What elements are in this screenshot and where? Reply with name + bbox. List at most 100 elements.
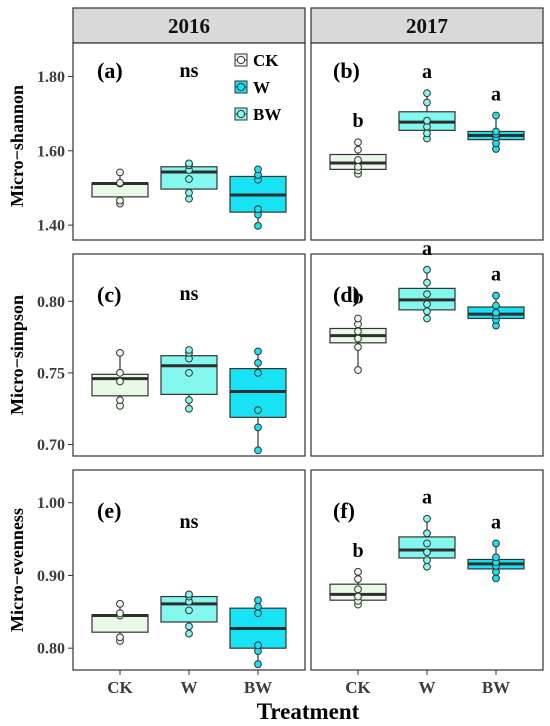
data-point-w — [423, 539, 431, 548]
data-point-ck — [354, 162, 362, 171]
data-point-bw — [254, 205, 262, 214]
sig-label-bw: a — [491, 511, 501, 533]
data-point-bw — [492, 301, 500, 310]
data-point-w — [423, 307, 431, 316]
data-point-ck — [116, 396, 124, 405]
panel-a: (a) ns CK W — [72, 42, 306, 241]
sig-label-bw: a — [491, 264, 501, 286]
data-point-w — [423, 89, 431, 98]
data-point-w — [185, 175, 193, 183]
sig-label-ck: b — [352, 286, 363, 308]
panel-letter-a: (a) — [97, 58, 123, 83]
legend: CK W BW — [234, 51, 281, 124]
sig-label-w: a — [422, 487, 432, 509]
x-tick-label-bw: BW — [482, 678, 510, 697]
data-point-ck — [354, 314, 362, 323]
panel-letter-c: (c) — [97, 282, 121, 307]
data-point-ck — [116, 369, 124, 377]
data-point-w — [423, 290, 431, 299]
data-point-w — [185, 404, 193, 413]
data-point-w — [423, 556, 431, 565]
sig-label-ck: b — [352, 540, 363, 562]
data-point-bw — [492, 553, 500, 562]
sig-label-ck: b — [352, 110, 363, 132]
data-point-ck — [354, 327, 362, 336]
data-point-ck — [354, 592, 362, 601]
x-ticks: CK W BW CK W BW — [107, 670, 510, 697]
x-axis-title: Treatment — [257, 699, 360, 724]
facet-strip-2017: 2017 — [310, 7, 544, 44]
data-point-bw — [254, 423, 262, 432]
data-point-w — [423, 265, 431, 274]
data-point-w — [185, 629, 193, 638]
y-tick-label: 0.75 — [37, 365, 65, 382]
data-point-ck — [116, 633, 124, 642]
panel-letter-d: (d) — [333, 282, 360, 307]
panel-letter-e: (e) — [97, 498, 121, 523]
y-tick-label: 0.80 — [37, 641, 65, 658]
ns-label-a: ns — [180, 60, 199, 82]
legend-item-bw: BW — [234, 105, 281, 124]
y-ticks-evenness: 0.80 0.90 1.00 — [37, 495, 73, 658]
data-point-ck — [354, 585, 362, 594]
strip-label-2016: 2016 — [168, 14, 210, 38]
data-point-bw — [492, 539, 500, 548]
data-point-w — [423, 129, 431, 138]
x-tick-label-ck: CK — [345, 678, 371, 697]
data-point-w — [185, 188, 193, 197]
data-point-bw — [254, 609, 262, 618]
x-tick-label-ck: CK — [107, 678, 133, 697]
data-point-bw — [254, 641, 262, 650]
data-point-w — [423, 514, 431, 523]
data-point-bw — [254, 446, 262, 455]
panel-c: (c) ns — [72, 253, 306, 457]
data-point-ck — [354, 575, 362, 583]
y-ticks-shannon: 1.40 1.60 1.80 — [37, 69, 73, 235]
data-point-bw — [254, 358, 262, 367]
data-point-w — [423, 116, 431, 125]
x-axis: CK W BW CK W BW Treatment — [107, 670, 510, 724]
panel-letter-b: (b) — [333, 58, 360, 83]
y-axis-label-simpson: Micro−simpson — [7, 295, 27, 415]
data-point-ck — [354, 156, 362, 164]
data-point-bw — [492, 127, 500, 136]
data-point-bw — [254, 660, 262, 669]
legend-label-w: W — [253, 78, 270, 97]
x-tick-label-w: W — [181, 678, 198, 697]
row-shannon: Micro−shannon 1.40 1.60 1.80 (a) ns CK W — [7, 42, 544, 241]
data-point-w — [423, 314, 431, 323]
data-point-bw — [492, 291, 500, 300]
data-point-ck — [116, 609, 124, 618]
data-point-w — [423, 98, 431, 107]
data-point-w — [423, 548, 431, 557]
data-point-w — [185, 590, 193, 599]
data-point-ck — [354, 138, 362, 147]
y-tick-label: 1.60 — [37, 143, 65, 160]
y-tick-label: 0.90 — [37, 568, 65, 585]
data-point-w — [423, 300, 431, 309]
data-point-bw — [492, 111, 500, 120]
data-point-bw — [254, 369, 262, 377]
data-point-w — [185, 606, 193, 615]
facet-strip-2016: 2016 — [72, 7, 306, 44]
y-tick-label: 0.80 — [37, 294, 65, 311]
data-point-w — [423, 278, 431, 287]
panel-d: b a a (d) — [310, 238, 544, 457]
x-tick-label-w: W — [419, 678, 436, 697]
data-point-ck — [116, 178, 124, 187]
y-axis-label-shannon: Micro−shannon — [7, 85, 27, 207]
panel-b: b a a (b) — [310, 42, 544, 241]
data-point-bw — [492, 574, 500, 583]
data-point-ck — [116, 348, 124, 357]
data-point-bw — [254, 596, 262, 605]
sig-label-bw: a — [491, 83, 501, 105]
ns-label-c: ns — [180, 283, 199, 305]
data-point-ck — [116, 377, 124, 386]
ns-label-e: ns — [180, 511, 199, 533]
data-point-bw — [254, 165, 262, 174]
data-point-bw — [254, 602, 262, 611]
legend-item-w: W — [234, 78, 270, 97]
y-tick-label: 1.40 — [37, 218, 65, 235]
y-tick-label: 1.00 — [37, 495, 65, 512]
